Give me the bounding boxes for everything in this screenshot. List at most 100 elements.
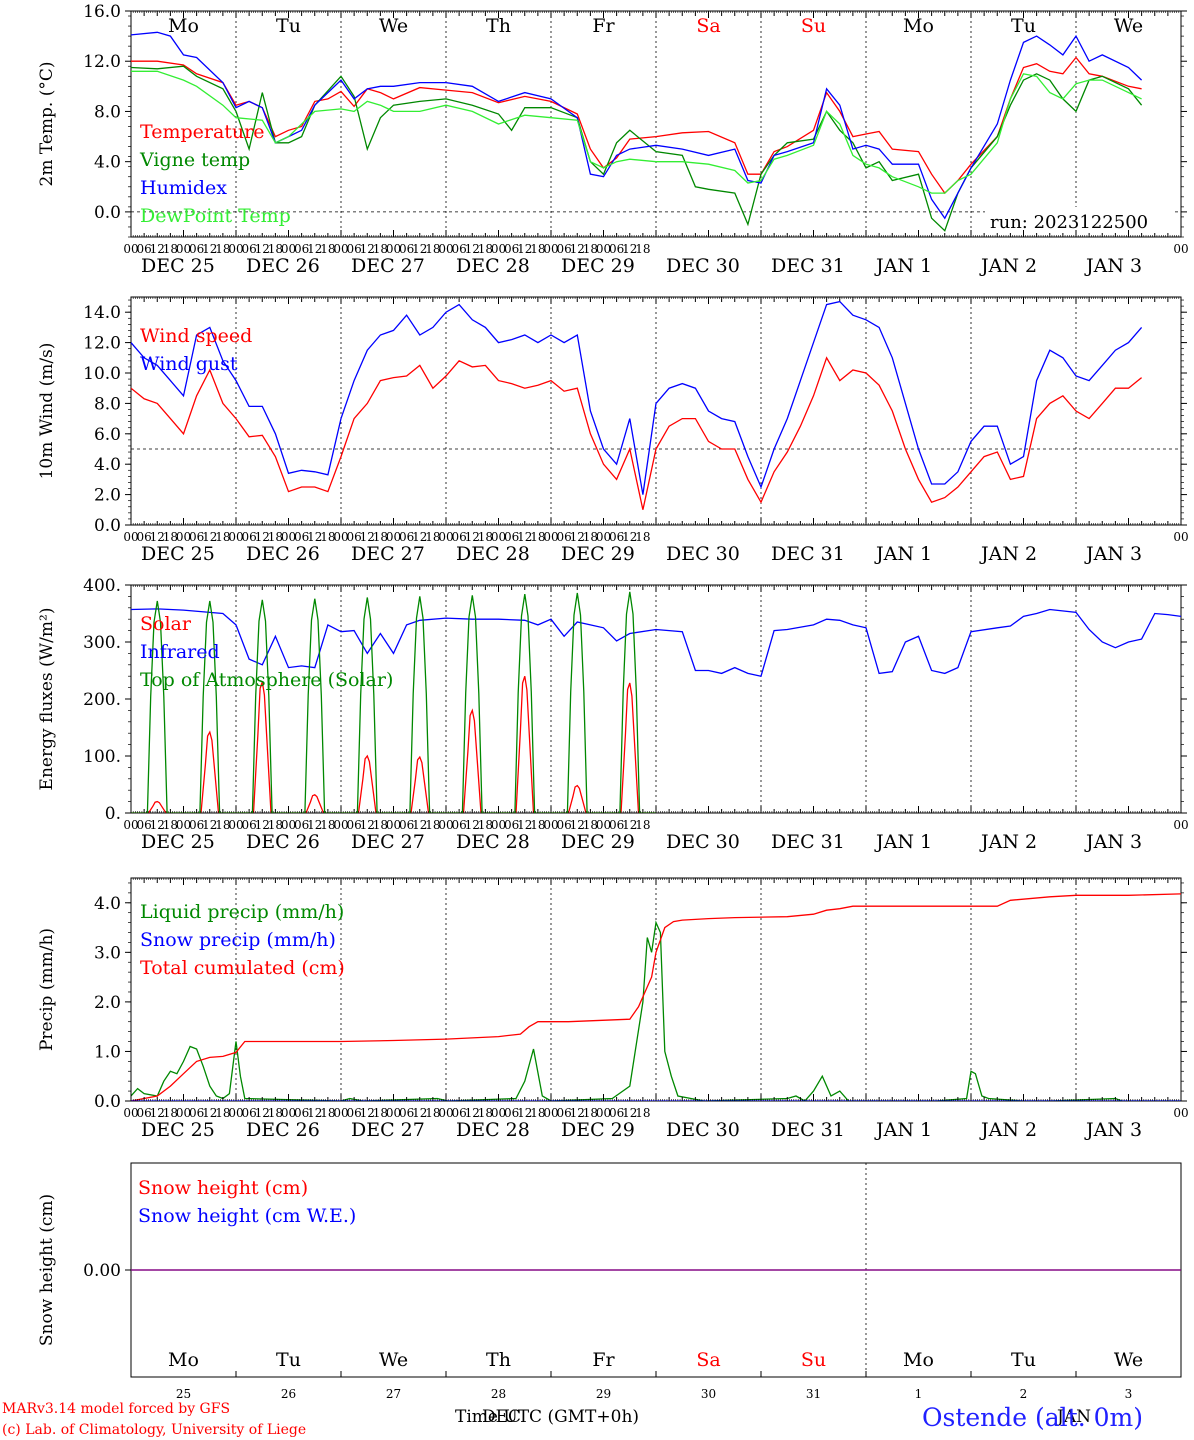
energy-hour-tick: 06 bbox=[451, 818, 466, 832]
precip-hour-tick: 18 bbox=[478, 1106, 493, 1120]
energy-hour-tick: 12 bbox=[150, 818, 165, 832]
energy-hour-tick: 12 bbox=[360, 818, 375, 832]
wind-hour-tick: 18 bbox=[425, 530, 440, 544]
energy-y-tick: 300. bbox=[83, 633, 121, 653]
wind-hour-tick: 12 bbox=[150, 530, 165, 544]
precip-hour-tick: 06 bbox=[609, 1106, 624, 1120]
snow-legend-entry: Snow height (cm W.E.) bbox=[138, 1205, 356, 1227]
snow-day-number: 2 bbox=[1020, 1387, 1028, 1401]
snow-weekday-label: Tu bbox=[1011, 1349, 1036, 1371]
precip-hour-tick: 06 bbox=[136, 1106, 151, 1120]
temp-date-label: JAN 1 bbox=[874, 255, 932, 277]
snow-day-number: 26 bbox=[281, 1387, 296, 1401]
wind-hour-tick: 00 bbox=[438, 530, 453, 544]
precip-date-label: DEC 31 bbox=[771, 1119, 845, 1141]
precip-hour-tick: 18 bbox=[163, 1106, 178, 1120]
energy-date-label: DEC 26 bbox=[246, 831, 320, 853]
precip-panel: 4.0 3.0 2.0 1.0 0.0 Precip (mm/h) Liquid preci… bbox=[37, 877, 1187, 1112]
energy-frame bbox=[130, 584, 1182, 814]
precip-hour-tick: 00 bbox=[438, 1106, 453, 1120]
temp-hour-tick: 00 bbox=[596, 242, 611, 256]
snow-weekday-label: Sa bbox=[696, 1349, 720, 1371]
precip-legend-entry: Snow precip (mm/h) bbox=[140, 929, 336, 951]
wind-hour-tick: 06 bbox=[189, 530, 204, 544]
temp-hour-tick: 12 bbox=[255, 242, 270, 256]
energy-hour-tick: 00 bbox=[176, 818, 191, 832]
wind-hour-tick: 18 bbox=[530, 530, 545, 544]
temp-hour-tick: 18 bbox=[373, 242, 388, 256]
precip-hour-tick: 06 bbox=[346, 1106, 361, 1120]
precip-date-label: DEC 29 bbox=[561, 1119, 635, 1141]
wind-hour-tick: 12 bbox=[412, 530, 427, 544]
energy-hour-tick: 00 bbox=[543, 818, 558, 832]
energy-hour-tick: 06 bbox=[399, 818, 414, 832]
temp-hour-tick: 18 bbox=[583, 242, 598, 256]
precip-hour-tick: 12 bbox=[202, 1106, 217, 1120]
wind-hour-tick: 12 bbox=[360, 530, 375, 544]
precip-y-tick: 4.0 bbox=[94, 894, 121, 914]
precip-y-tick: 3.0 bbox=[94, 943, 121, 963]
precip-hour-tick: 00 bbox=[333, 1106, 348, 1120]
precip-hour-tick: 18 bbox=[320, 1106, 335, 1120]
weekday-label: Tu bbox=[1011, 15, 1036, 37]
precip-date-label: JAN 2 bbox=[979, 1119, 1037, 1141]
temp-hour-tick: 12 bbox=[307, 242, 322, 256]
wind-legend-entry: Wind speed bbox=[140, 325, 252, 347]
wind-date-label: DEC 30 bbox=[666, 543, 740, 565]
energy-hour-tick: 18 bbox=[320, 818, 335, 832]
precip-hour-tick: 06 bbox=[189, 1106, 204, 1120]
energy-date-label: JAN 3 bbox=[1084, 831, 1142, 853]
temp-hour-tick: 18 bbox=[163, 242, 178, 256]
energy-hour-tick: 06 bbox=[556, 818, 571, 832]
month-label-dec: DEC bbox=[482, 1407, 521, 1427]
precip-hour-tick: 00 bbox=[228, 1106, 243, 1120]
wind-hour-tick: 12 bbox=[307, 530, 322, 544]
wind-hour-tick: 00 bbox=[491, 530, 506, 544]
wind-y-tick: 10.0 bbox=[83, 364, 121, 384]
time-axis-label: Time UTC (GMT+0h) bbox=[455, 1407, 639, 1427]
wind-hour-tick: 12 bbox=[465, 530, 480, 544]
temp-y-tick: 0.0 bbox=[94, 203, 121, 223]
wind-date-label: DEC 27 bbox=[351, 543, 425, 565]
precip-series-total-cumulated-cm- bbox=[131, 893, 1181, 1101]
snow-day-number: 27 bbox=[386, 1387, 401, 1401]
precip-date-label: DEC 28 bbox=[456, 1119, 530, 1141]
wind-date-label: DEC 26 bbox=[246, 543, 320, 565]
wind-hour-tick: 06 bbox=[556, 530, 571, 544]
energy-hour-tick: 12 bbox=[307, 818, 322, 832]
temp-date-label: DEC 30 bbox=[666, 255, 740, 277]
wind-hour-tick: 00 bbox=[123, 530, 138, 544]
weekday-label: Mo bbox=[168, 15, 199, 37]
energy-hour-tick: 06 bbox=[609, 818, 624, 832]
snow-day-number: 31 bbox=[806, 1387, 821, 1401]
precip-y-label: Precip (mm/h) bbox=[37, 928, 57, 1051]
snow-weekday-label: Tu bbox=[276, 1349, 301, 1371]
energy-date-label: DEC 25 bbox=[141, 831, 215, 853]
energy-hour-tick: 06 bbox=[294, 818, 309, 832]
snow-legend-entry: Snow height (cm) bbox=[138, 1177, 308, 1199]
snow-day-number: 25 bbox=[176, 1387, 191, 1401]
temp-y-tick: 4.0 bbox=[94, 153, 121, 173]
energy-hour-tick: 06 bbox=[189, 818, 204, 832]
energy-series-solar bbox=[131, 675, 656, 813]
precip-date-label: DEC 27 bbox=[351, 1119, 425, 1141]
wind-hour-tick: 00 bbox=[1173, 530, 1188, 544]
energy-hour-tick: 12 bbox=[412, 818, 427, 832]
temp-hour-tick: 12 bbox=[622, 242, 637, 256]
precip-hour-tick: 00 bbox=[596, 1106, 611, 1120]
wind-hour-tick: 18 bbox=[215, 530, 230, 544]
wind-y-tick: 12.0 bbox=[83, 334, 121, 354]
energy-date-label: DEC 29 bbox=[561, 831, 635, 853]
precip-date-label: JAN 3 bbox=[1084, 1119, 1142, 1141]
wind-y-tick: 2.0 bbox=[94, 486, 121, 506]
temp-hour-tick: 00 bbox=[491, 242, 506, 256]
temp-hour-tick: 12 bbox=[360, 242, 375, 256]
wind-hour-tick: 06 bbox=[451, 530, 466, 544]
precip-date-label: DEC 30 bbox=[666, 1119, 740, 1141]
precip-hour-tick: 18 bbox=[215, 1106, 230, 1120]
snow-day-number: 30 bbox=[701, 1387, 716, 1401]
temp-hour-tick: 12 bbox=[570, 242, 585, 256]
snow-weekday-label: We bbox=[1114, 1349, 1143, 1371]
snow-day-number: 3 bbox=[1125, 1387, 1133, 1401]
temp-hour-tick: 18 bbox=[635, 242, 650, 256]
